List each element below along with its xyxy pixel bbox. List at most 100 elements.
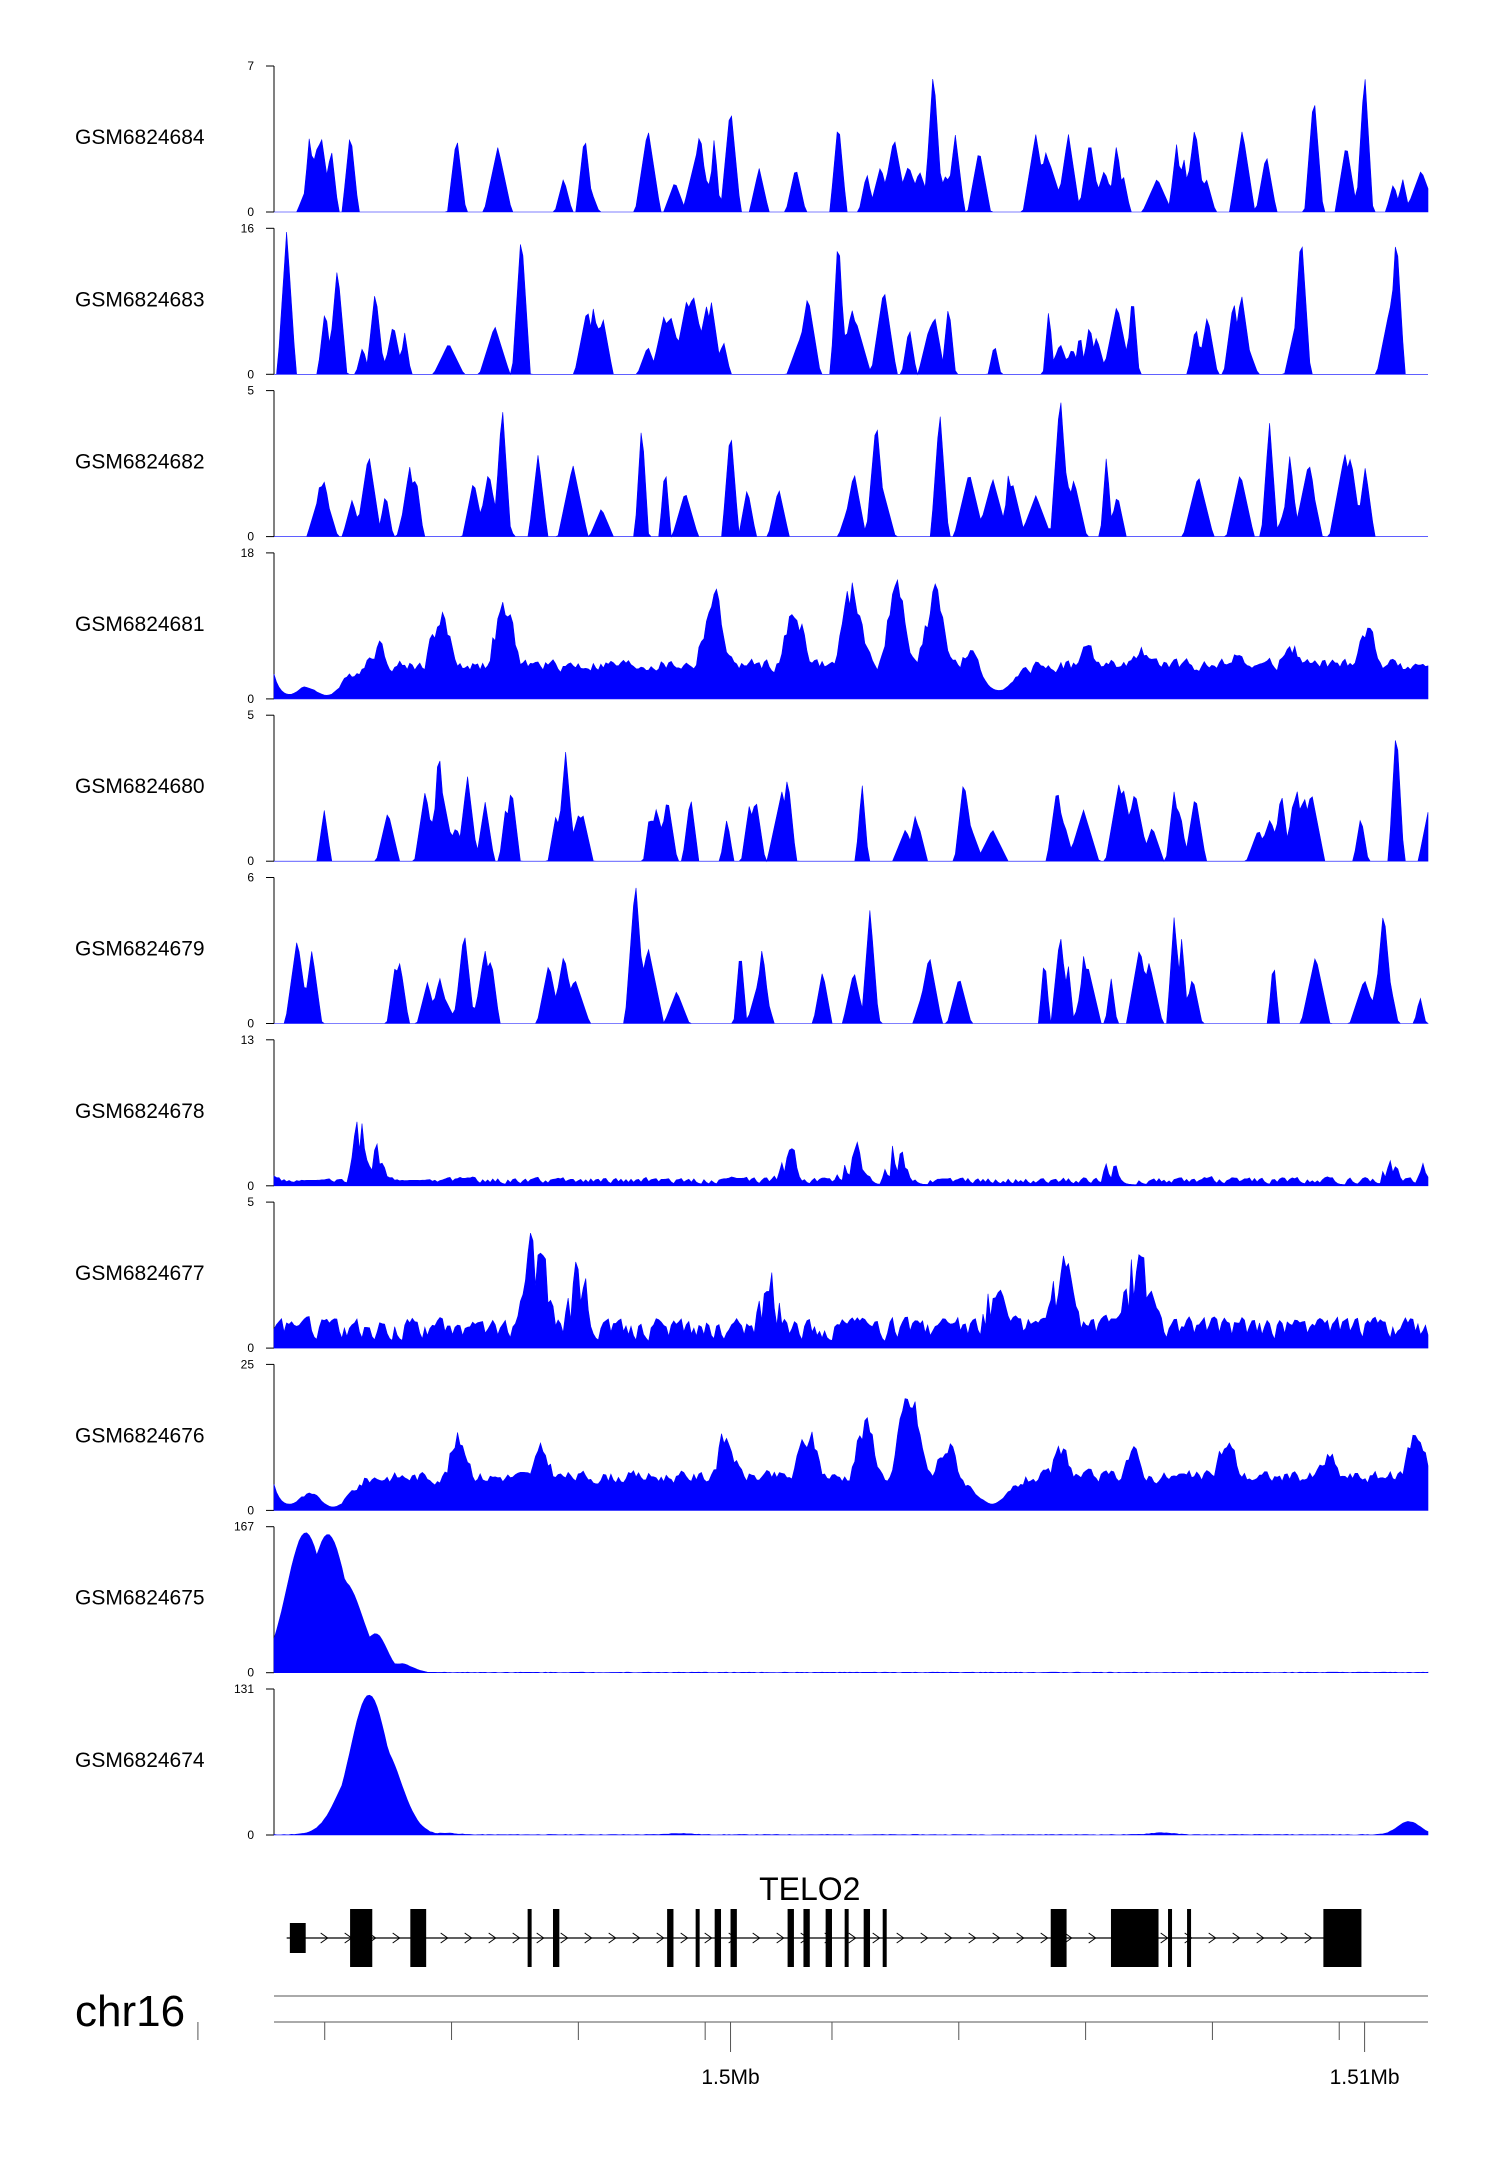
- gene-exon: [730, 1909, 737, 1967]
- strand-arrow: [440, 1932, 449, 1944]
- y-min-label: 0: [247, 367, 254, 381]
- strand-arrow: [320, 1932, 329, 1944]
- y-min-label: 0: [247, 1666, 254, 1680]
- track-GSM6824679: GSM6824679 6 0: [75, 871, 1429, 1031]
- strand-arrow: [920, 1932, 929, 1944]
- y-max-label: 16: [241, 221, 255, 235]
- coverage-area: [273, 1232, 1429, 1349]
- strand-arrow: [1160, 1932, 1169, 1944]
- strand-arrow: [488, 1932, 497, 1944]
- strand-arrow: [1304, 1932, 1313, 1944]
- track-label: GSM6824680: [75, 775, 205, 798]
- track-GSM6824674: GSM6824674 131 0: [75, 1682, 1429, 1842]
- strand-arrow: [1184, 1932, 1193, 1944]
- gene-exon: [1050, 1909, 1067, 1967]
- strand-arrow: [632, 1932, 641, 1944]
- coverage-area: [273, 1694, 1429, 1836]
- track-GSM6824677: GSM6824677 5 0: [75, 1195, 1429, 1355]
- y-max-label: 7: [247, 59, 254, 73]
- gene-annotation-track: TELO2: [286, 1871, 1362, 1967]
- track-label: GSM6824681: [75, 613, 205, 636]
- strand-arrow: [584, 1932, 593, 1944]
- track-label: GSM6824683: [75, 288, 205, 311]
- track-label: GSM6824676: [75, 1424, 205, 1447]
- strand-arrow: [848, 1932, 857, 1944]
- y-min-label: 0: [247, 692, 254, 706]
- gene-exon: [825, 1909, 832, 1967]
- strand-arrow: [680, 1932, 689, 1944]
- gene-exon: [882, 1909, 887, 1967]
- strand-arrow: [896, 1932, 905, 1944]
- y-min-label: 0: [247, 1017, 254, 1031]
- strand-arrow: [1208, 1932, 1217, 1944]
- strand-arrow: [1016, 1932, 1025, 1944]
- track-label: GSM6824677: [75, 1262, 205, 1285]
- track-GSM6824676: GSM6824676 25 0: [75, 1357, 1429, 1517]
- strand-arrow: [752, 1932, 761, 1944]
- track-label: GSM6824678: [75, 1100, 205, 1123]
- strand-arrow: [968, 1932, 977, 1944]
- y-max-label: 25: [241, 1357, 255, 1371]
- y-max-label: 131: [234, 1682, 254, 1696]
- gene-exon: [552, 1909, 560, 1967]
- axis-tick-label: 1.5Mb: [701, 2066, 759, 2089]
- gene-exon: [1187, 1909, 1192, 1967]
- gene-exon: [695, 1909, 700, 1967]
- coverage-area: [273, 1398, 1429, 1511]
- gene-exon: [863, 1909, 871, 1967]
- track-GSM6824684: GSM6824684 7 0: [75, 59, 1429, 219]
- track-GSM6824683: GSM6824683 16 0: [75, 221, 1428, 381]
- track-GSM6824680: GSM6824680 5 0: [75, 708, 1429, 868]
- coverage-area: [273, 1532, 1429, 1674]
- strand-arrow: [560, 1932, 569, 1944]
- gene-exon: [1168, 1909, 1173, 1967]
- y-min-label: 0: [247, 1341, 254, 1355]
- track-GSM6824681: GSM6824681 18 0: [75, 546, 1429, 706]
- coverage-area: [273, 1121, 1429, 1187]
- coverage-tracks: GSM682468470GSM6824683160GSM682468250GSM…: [75, 59, 1429, 1842]
- chromosome-label: chr16: [75, 1987, 185, 2036]
- strand-arrow: [1280, 1932, 1289, 1944]
- track-label: GSM6824679: [75, 938, 205, 961]
- gene-exon: [527, 1909, 532, 1967]
- strand-arrow: [1256, 1932, 1265, 1944]
- y-max-label: 5: [247, 1195, 254, 1209]
- coverage-area: [273, 578, 1429, 700]
- axis-tick-label: 1.51Mb: [1330, 2066, 1400, 2089]
- strand-arrow: [392, 1932, 401, 1944]
- y-min-label: 0: [247, 854, 254, 868]
- strand-arrow: [656, 1932, 665, 1944]
- y-min-label: 0: [247, 530, 254, 544]
- track-label: GSM6824684: [75, 126, 205, 149]
- coverage-area: [274, 79, 1429, 213]
- y-min-label: 0: [247, 1503, 254, 1517]
- strand-arrow: [1088, 1932, 1097, 1944]
- strand-arrow: [704, 1932, 713, 1944]
- gene-exon: [1323, 1909, 1362, 1967]
- gene-label: TELO2: [759, 1871, 860, 1907]
- y-min-label: 0: [247, 1828, 254, 1842]
- track-label: GSM6824674: [75, 1749, 205, 1772]
- y-max-label: 18: [241, 546, 255, 560]
- strand-arrow: [608, 1932, 617, 1944]
- strand-arrow: [536, 1932, 545, 1944]
- strand-arrow: [464, 1932, 473, 1944]
- y-max-label: 5: [247, 384, 254, 398]
- strand-arrow: [1232, 1932, 1241, 1944]
- gene-exon: [844, 1909, 849, 1967]
- strand-arrow: [512, 1932, 521, 1944]
- coverage-area: [274, 402, 1428, 538]
- coverage-area: [274, 740, 1429, 863]
- strand-arrow: [944, 1932, 953, 1944]
- coverage-area: [274, 887, 1429, 1024]
- gene-exon: [350, 1909, 373, 1967]
- strand-arrow: [776, 1932, 785, 1944]
- y-min-label: 0: [247, 205, 254, 219]
- y-min-label: 0: [247, 1179, 254, 1193]
- track-GSM6824682: GSM6824682 5 0: [75, 384, 1428, 544]
- gene-exon: [1110, 1909, 1159, 1967]
- track-label: GSM6824675: [75, 1587, 205, 1610]
- track-GSM6824675: GSM6824675 167 0: [75, 1520, 1429, 1680]
- track-GSM6824678: GSM6824678 13 0: [75, 1033, 1429, 1193]
